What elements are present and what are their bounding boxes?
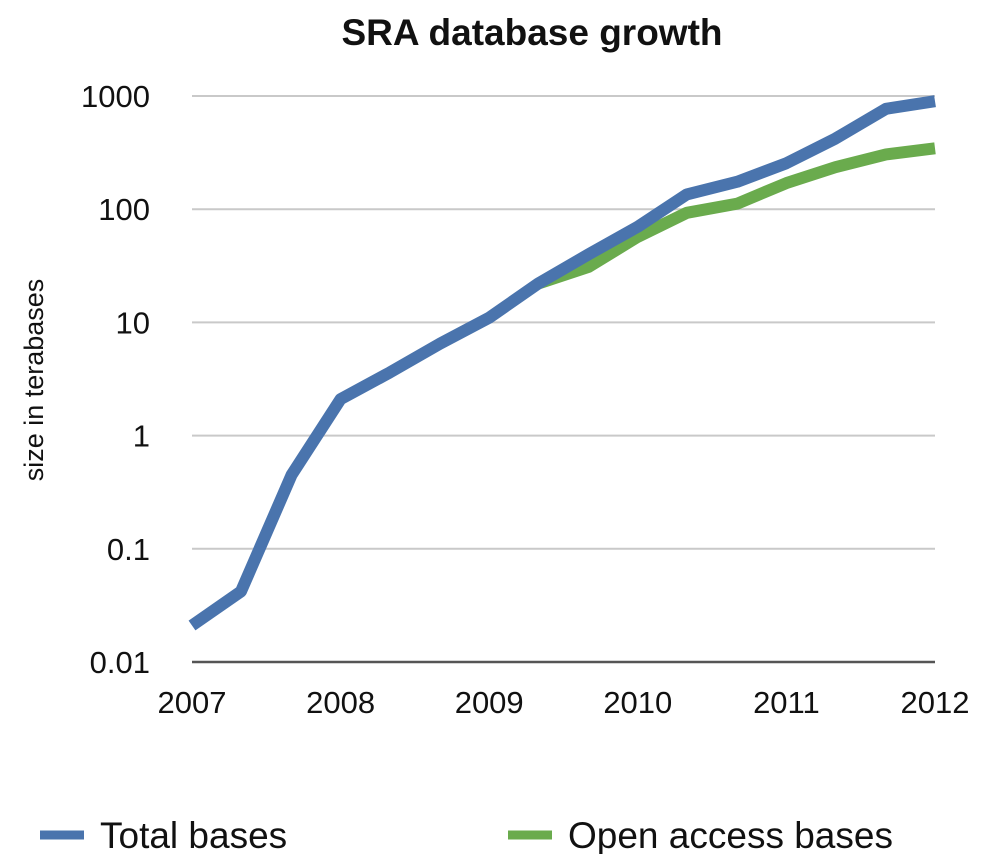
y-axis-label: size in terabases xyxy=(19,279,49,482)
x-axis-ticks: 2007 2008 2009 2010 2011 2012 xyxy=(158,685,970,720)
series-line-total-bases xyxy=(188,95,936,631)
legend-label-open-access: Open access bases xyxy=(568,815,893,854)
y-tick-label: 10 xyxy=(116,305,150,340)
legend-label-total: Total bases xyxy=(100,815,287,854)
y-tick-label: 100 xyxy=(98,192,150,227)
chart-title: SRA database growth xyxy=(341,12,722,53)
gridlines xyxy=(192,95,935,664)
legend: Total bases Open access bases xyxy=(40,815,893,854)
x-tick-label: 2012 xyxy=(901,685,970,720)
x-tick-label: 2011 xyxy=(753,685,820,720)
y-tick-label: 0.01 xyxy=(90,645,150,680)
series-line-open-access-bases xyxy=(536,142,936,290)
x-tick-label: 2009 xyxy=(455,685,524,720)
x-tick-label: 2007 xyxy=(158,685,227,720)
y-axis-ticks: 1000 100 10 1 0.1 0.01 xyxy=(81,79,150,680)
y-tick-label: 1000 xyxy=(81,79,150,114)
y-tick-label: 1 xyxy=(133,419,150,454)
x-tick-label: 2010 xyxy=(603,685,672,720)
y-tick-label: 0.1 xyxy=(107,532,150,567)
x-tick-label: 2008 xyxy=(306,685,375,720)
series-lines xyxy=(188,95,936,631)
